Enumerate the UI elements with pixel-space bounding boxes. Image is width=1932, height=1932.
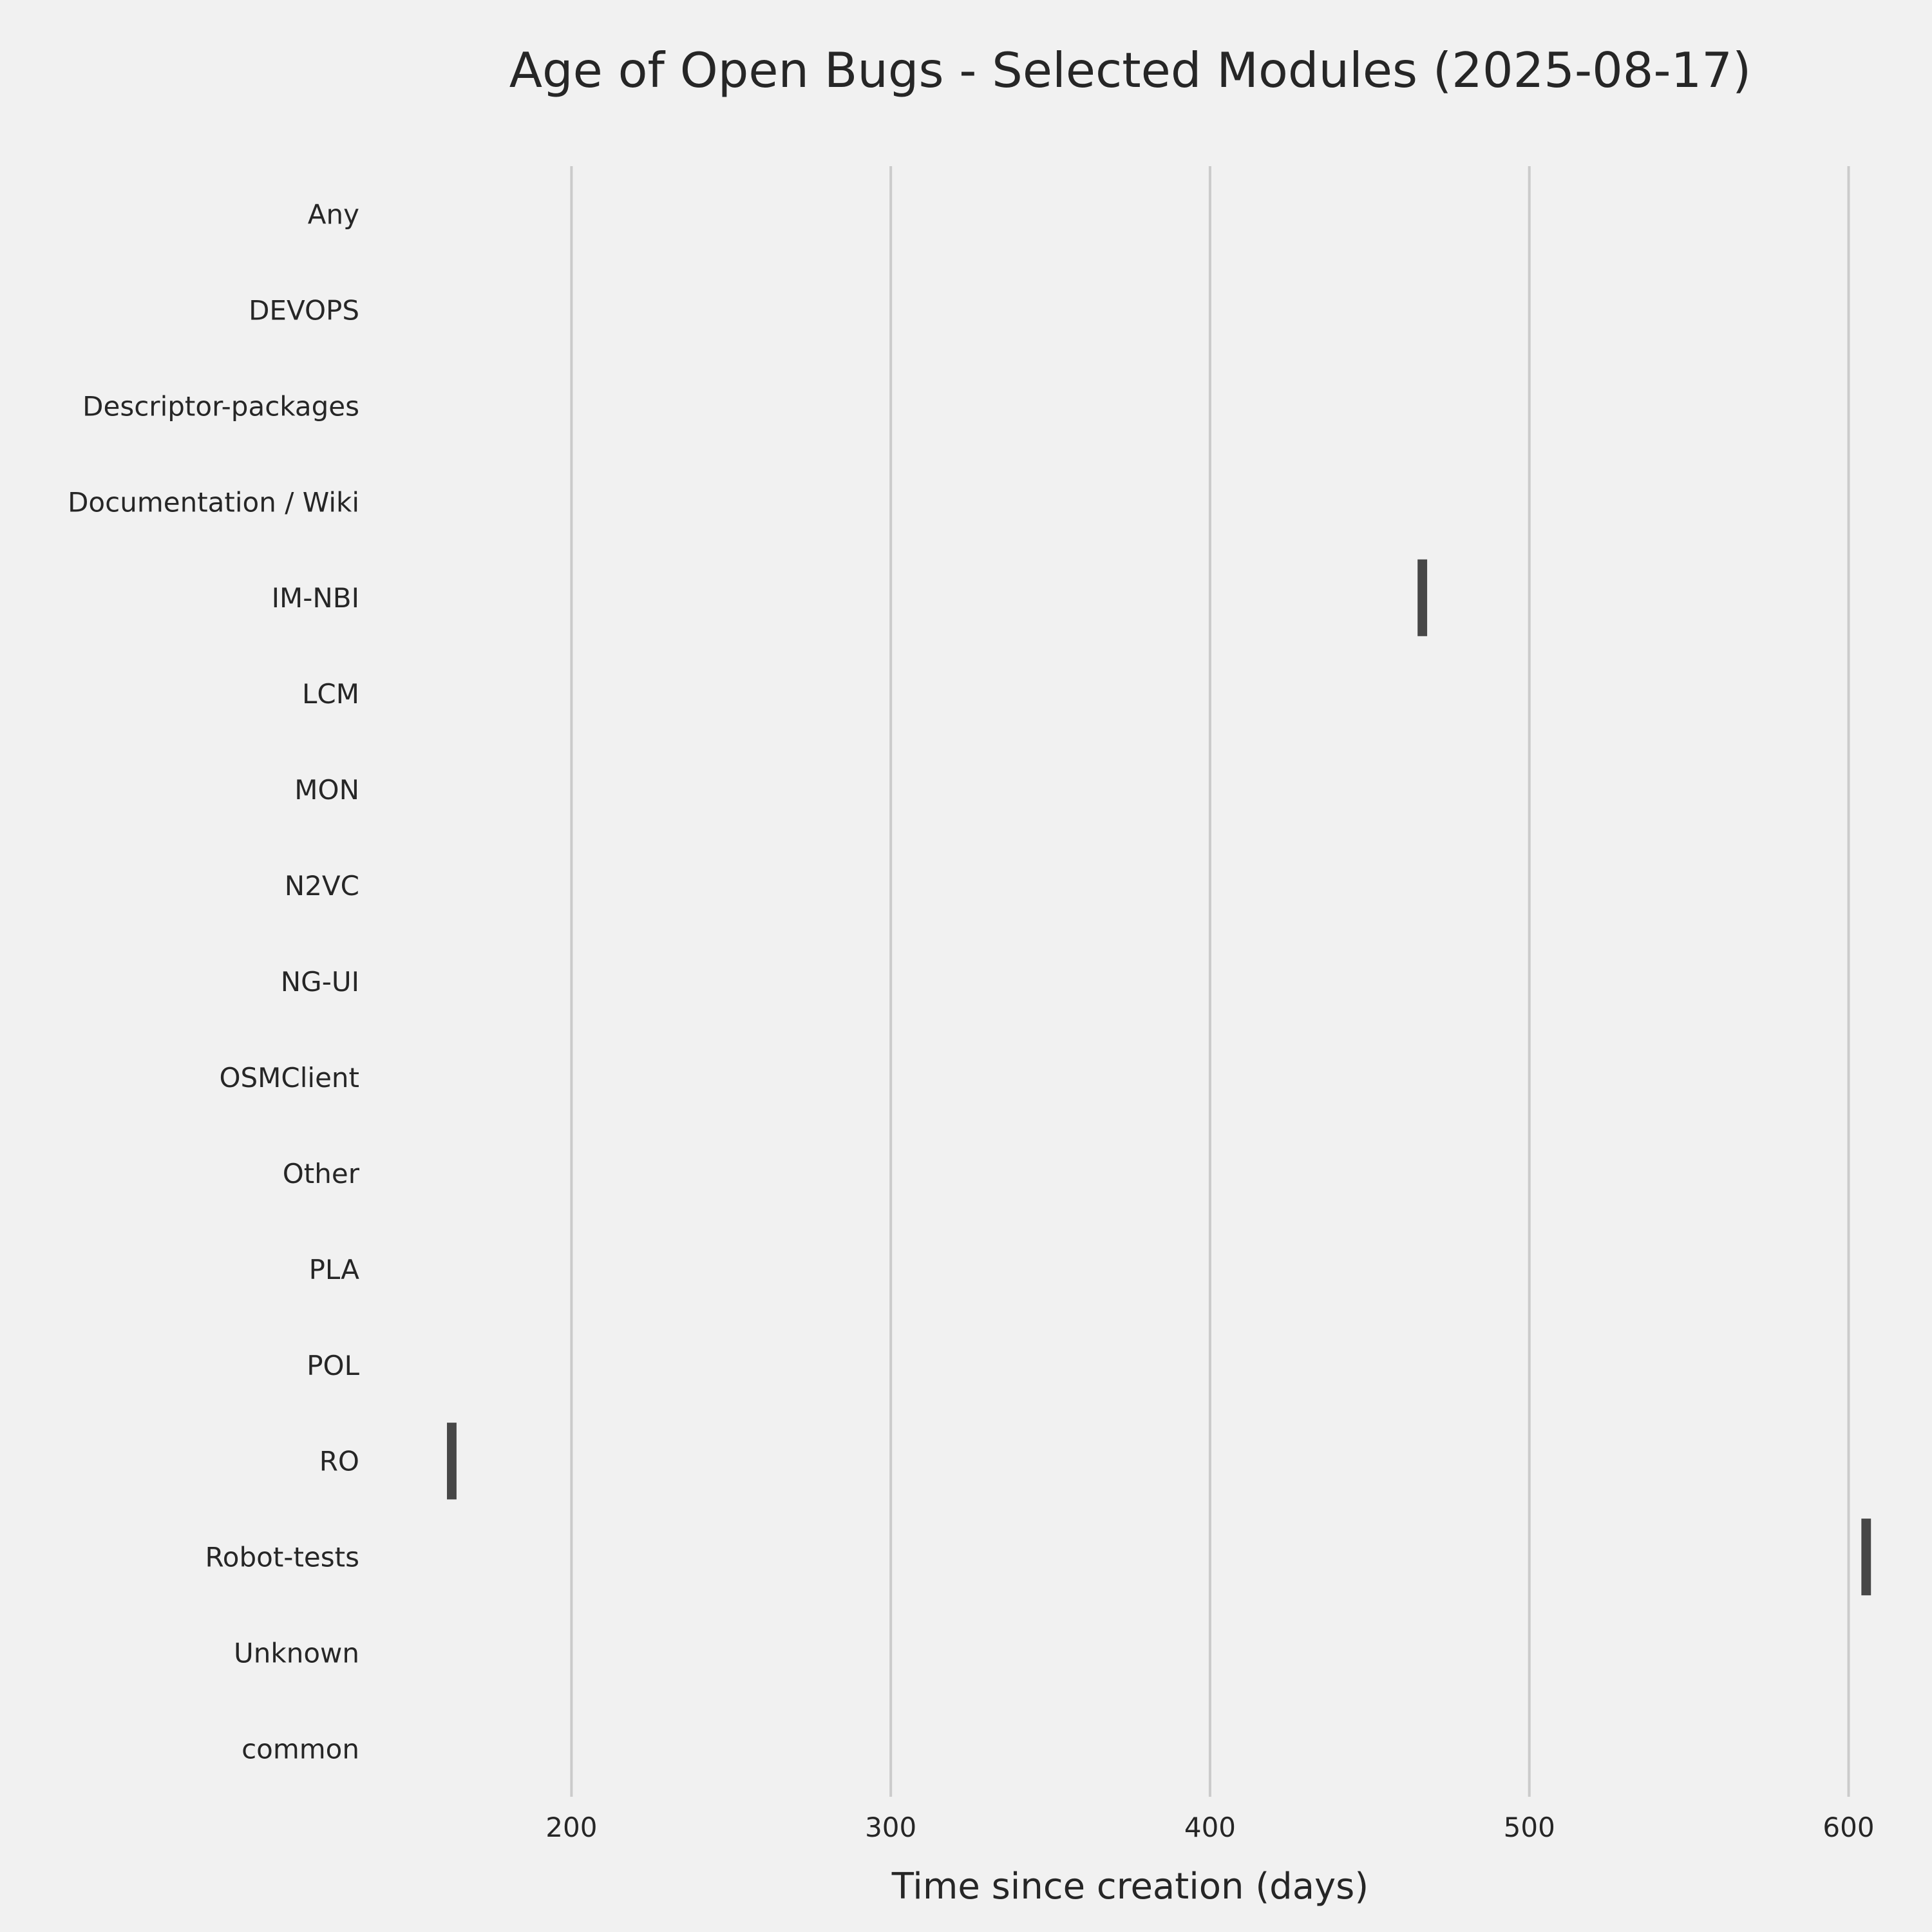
x-tick-label: 300 (865, 1812, 916, 1843)
y-tick-label: PLA (309, 1254, 360, 1285)
bars (447, 559, 1871, 1596)
y-tick-label: DEVOPS (249, 294, 359, 326)
y-tick-label: MON (294, 774, 359, 806)
bar-ro (447, 1423, 457, 1500)
y-tick-label: NG-UI (281, 966, 359, 998)
y-tick-label: common (242, 1734, 359, 1765)
x-tick-label: 500 (1504, 1812, 1555, 1843)
y-tick-label: Documentation / Wiki (68, 486, 359, 518)
y-tick-label: Any (308, 198, 359, 230)
y-tick-label: RO (319, 1446, 359, 1477)
gridlines (570, 166, 1850, 1797)
y-tick-label: Descriptor-packages (82, 390, 359, 422)
bar-robot-tests (1861, 1519, 1871, 1596)
y-axis-tick-labels: Any DEVOPS Descriptor-packages Documentatio… (68, 198, 360, 1765)
y-tick-label: OSMClient (219, 1062, 359, 1094)
y-tick-label: N2VC (285, 870, 359, 902)
y-tick-label: IM-NBI (272, 582, 359, 614)
chart-title: Age of Open Bugs - Selected Modules (202… (509, 42, 1752, 99)
x-tick-label: 400 (1184, 1812, 1236, 1843)
x-axis-tick-labels: 200 300 400 500 600 (545, 1812, 1874, 1843)
y-tick-label: Unknown (234, 1638, 359, 1669)
y-tick-label: LCM (302, 678, 359, 710)
y-tick-label: Other (283, 1158, 360, 1189)
x-axis-label: Time since creation (days) (891, 1866, 1368, 1908)
x-tick-label: 600 (1823, 1812, 1874, 1843)
y-tick-label: POL (307, 1350, 359, 1381)
y-tick-label: Robot-tests (205, 1542, 359, 1573)
x-tick-label: 200 (545, 1812, 597, 1843)
bar-im-nbi (1417, 559, 1428, 636)
